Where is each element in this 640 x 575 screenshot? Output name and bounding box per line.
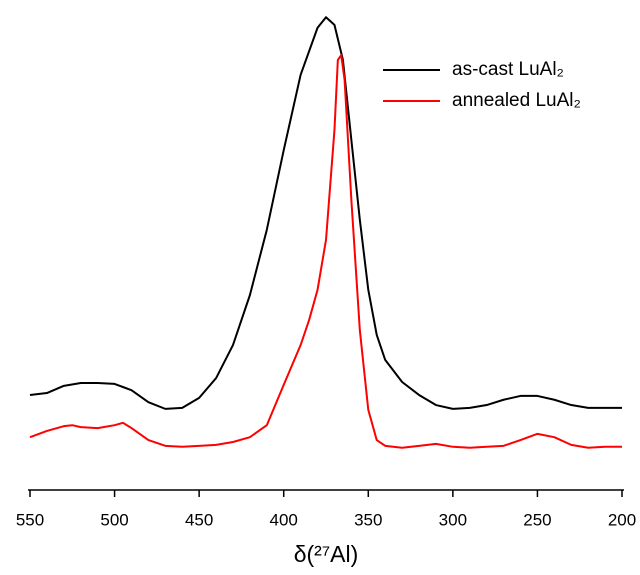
line-series bbox=[29, 16, 622, 410]
x-tick-label: 200 bbox=[608, 510, 636, 529]
x-tick-label: 400 bbox=[270, 510, 298, 529]
x-axis-label: δ(²⁷Al) bbox=[294, 541, 359, 567]
x-tick-label: 350 bbox=[354, 510, 382, 529]
x-tick-label: 300 bbox=[439, 510, 467, 529]
x-tick-label: 500 bbox=[100, 510, 128, 529]
legend-label: as-cast LuAl₂ bbox=[452, 59, 564, 80]
x-tick-label: 450 bbox=[185, 510, 213, 529]
line-series bbox=[29, 54, 622, 449]
x-tick-label: 250 bbox=[523, 510, 551, 529]
x-tick-label: 550 bbox=[16, 510, 44, 529]
legend-label: annealed LuAl₂ bbox=[452, 90, 581, 111]
